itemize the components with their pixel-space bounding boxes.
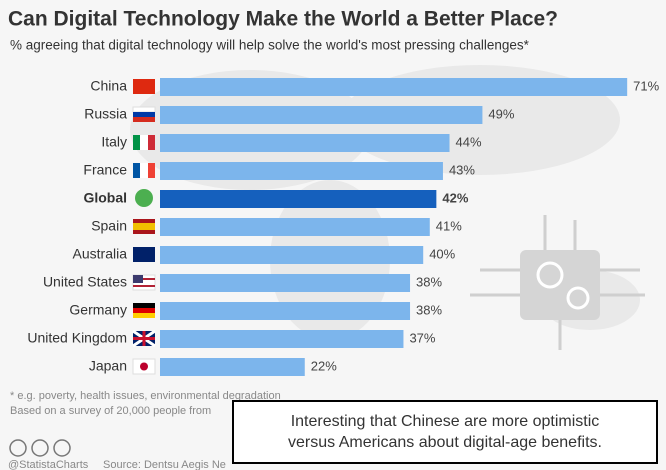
value-label: 43% [449, 162, 475, 177]
chip-illustration [470, 215, 645, 350]
category-label: Germany [69, 302, 127, 318]
value-label: 40% [429, 246, 455, 261]
footnote: Based on a survey of 20,000 people from [10, 405, 211, 417]
annotation: versus Americans about digital-age benef… [288, 434, 602, 451]
bar [160, 246, 424, 264]
bar [160, 162, 443, 180]
category-label: Spain [91, 218, 127, 234]
bar [160, 358, 305, 376]
bar [160, 302, 411, 320]
value-label: 49% [488, 106, 514, 121]
category-label: United States [43, 274, 127, 290]
value-label: 44% [456, 134, 482, 149]
license-icons [9, 439, 71, 457]
category-label: China [90, 78, 127, 94]
category-label: Global [83, 190, 127, 206]
category-label: France [83, 162, 127, 178]
value-label: 38% [416, 302, 442, 317]
value-label: 42% [442, 190, 468, 205]
bar [160, 134, 450, 152]
category-label: Japan [89, 358, 127, 374]
value-label: 38% [416, 274, 442, 289]
bar [160, 218, 430, 236]
annotation: Interesting that Chinese are more optimi… [291, 413, 600, 430]
chart-title: Can Digital Technology Make the World a … [8, 8, 558, 31]
category-label: Australia [73, 246, 128, 262]
category-label: Italy [101, 134, 127, 150]
bar [160, 274, 411, 292]
bar [160, 190, 437, 208]
value-label: 71% [633, 78, 659, 93]
footnote: * e.g. poverty, health issues, environme… [10, 390, 281, 402]
category-label: United Kingdom [27, 330, 127, 346]
annotation-box [232, 400, 658, 464]
category-label: Russia [84, 106, 127, 122]
value-label: 37% [409, 330, 435, 345]
credit: @StatistaCharts [8, 459, 89, 470]
bar [160, 78, 628, 96]
bar [160, 106, 483, 124]
bar [160, 330, 404, 348]
value-label: 41% [436, 218, 462, 233]
source: Source: Dentsu Aegis Ne [103, 459, 226, 470]
chart-subtitle: % agreeing that digital technology will … [10, 38, 530, 53]
flags [132, 79, 156, 375]
value-label: 22% [311, 358, 337, 373]
